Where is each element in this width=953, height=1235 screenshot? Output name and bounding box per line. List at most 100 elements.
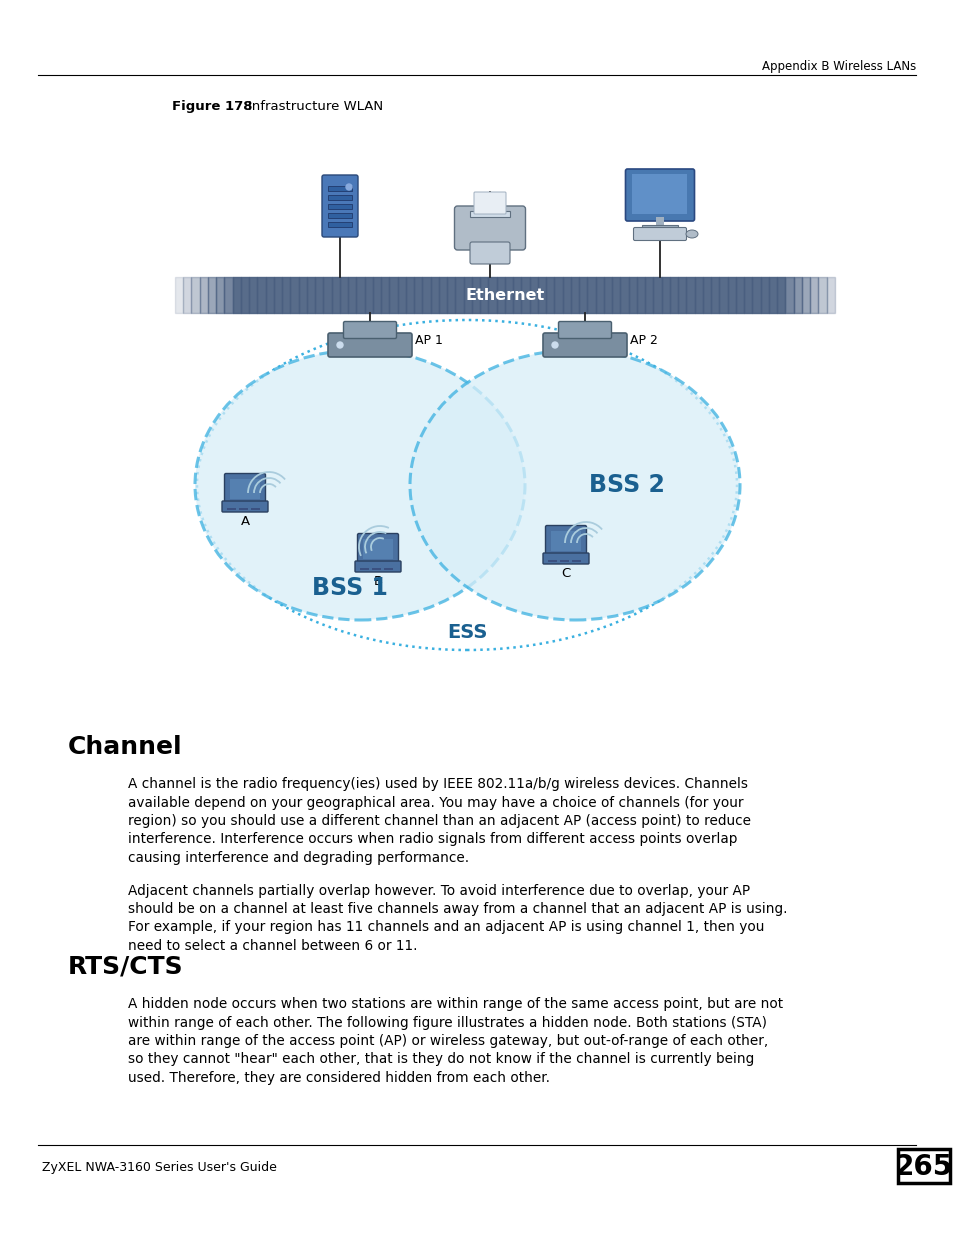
Bar bbox=[653, 277, 661, 312]
Bar bbox=[768, 277, 777, 312]
Text: A: A bbox=[240, 515, 250, 529]
Bar bbox=[251, 508, 260, 510]
Bar bbox=[328, 222, 352, 227]
Bar bbox=[760, 277, 768, 312]
Bar bbox=[328, 212, 352, 219]
Text: AP 2: AP 2 bbox=[629, 335, 658, 347]
Bar bbox=[257, 277, 266, 312]
Bar bbox=[694, 277, 702, 312]
Bar bbox=[230, 479, 260, 499]
Bar bbox=[323, 277, 332, 312]
FancyBboxPatch shape bbox=[542, 553, 588, 564]
Bar bbox=[719, 277, 727, 312]
Bar bbox=[266, 277, 274, 312]
Text: interference. Interference occurs when radio signals from different access point: interference. Interference occurs when r… bbox=[128, 832, 737, 846]
Text: within range of each other. The following figure illustrates a hidden node. Both: within range of each other. The followin… bbox=[128, 1015, 766, 1030]
Bar bbox=[551, 531, 580, 551]
Bar bbox=[356, 277, 364, 312]
Bar bbox=[372, 568, 380, 571]
Bar bbox=[479, 277, 488, 312]
Bar bbox=[233, 277, 241, 312]
Bar bbox=[801, 277, 809, 312]
Bar bbox=[711, 277, 719, 312]
Bar bbox=[192, 277, 199, 312]
Text: causing interference and degrading performance.: causing interference and degrading perfo… bbox=[128, 851, 469, 864]
Bar bbox=[559, 559, 568, 562]
FancyBboxPatch shape bbox=[470, 242, 510, 264]
Bar bbox=[472, 277, 479, 312]
Text: For example, if your region has 11 channels and an adjacent AP is using channel : For example, if your region has 11 chann… bbox=[128, 920, 763, 935]
Bar bbox=[359, 568, 369, 571]
Bar bbox=[587, 277, 595, 312]
Bar bbox=[463, 277, 472, 312]
Text: should be on a channel at least five channels away from a channel that an adjace: should be on a channel at least five cha… bbox=[128, 902, 786, 916]
FancyBboxPatch shape bbox=[625, 169, 694, 221]
Bar bbox=[572, 559, 580, 562]
Bar bbox=[241, 277, 249, 312]
Bar bbox=[422, 277, 431, 312]
Bar bbox=[348, 277, 356, 312]
Text: Figure 178: Figure 178 bbox=[172, 100, 253, 112]
FancyBboxPatch shape bbox=[357, 534, 398, 564]
FancyBboxPatch shape bbox=[222, 501, 268, 513]
Text: AP 1: AP 1 bbox=[415, 335, 442, 347]
Bar bbox=[818, 277, 826, 312]
Bar bbox=[777, 277, 784, 312]
Bar bbox=[661, 277, 669, 312]
Bar bbox=[513, 277, 521, 312]
Bar bbox=[314, 277, 323, 312]
Text: available depend on your geographical area. You may have a choice of channels (f: available depend on your geographical ar… bbox=[128, 795, 742, 809]
Bar bbox=[274, 277, 282, 312]
Bar bbox=[431, 277, 438, 312]
Circle shape bbox=[346, 184, 352, 190]
Ellipse shape bbox=[685, 230, 698, 238]
Text: used. Therefore, they are considered hidden from each other.: used. Therefore, they are considered hid… bbox=[128, 1071, 550, 1086]
Bar bbox=[702, 277, 711, 312]
Bar bbox=[628, 277, 637, 312]
Circle shape bbox=[336, 342, 343, 348]
FancyBboxPatch shape bbox=[474, 191, 505, 214]
Bar bbox=[669, 277, 678, 312]
Bar bbox=[227, 508, 235, 510]
Bar bbox=[612, 277, 619, 312]
Bar bbox=[603, 277, 612, 312]
Bar bbox=[373, 277, 381, 312]
Bar bbox=[183, 277, 192, 312]
Bar bbox=[546, 277, 554, 312]
Text: so they cannot "hear" each other, that is they do not know if the channel is cur: so they cannot "hear" each other, that i… bbox=[128, 1052, 754, 1067]
FancyBboxPatch shape bbox=[328, 333, 412, 357]
Text: B: B bbox=[373, 576, 382, 588]
Bar bbox=[208, 277, 216, 312]
Bar bbox=[224, 277, 233, 312]
Bar bbox=[291, 277, 298, 312]
Bar bbox=[578, 277, 587, 312]
Bar bbox=[497, 277, 504, 312]
FancyBboxPatch shape bbox=[454, 206, 525, 249]
Bar bbox=[793, 277, 801, 312]
Text: Adjacent channels partially overlap however. To avoid interference due to overla: Adjacent channels partially overlap howe… bbox=[128, 883, 749, 898]
Bar bbox=[239, 508, 248, 510]
Bar bbox=[632, 174, 687, 214]
Ellipse shape bbox=[194, 350, 524, 620]
FancyBboxPatch shape bbox=[545, 526, 586, 557]
Text: A channel is the radio frequency(ies) used by IEEE 802.11a/b/g wireless devices.: A channel is the radio frequency(ies) us… bbox=[128, 777, 747, 790]
Text: Infrastructure WLAN: Infrastructure WLAN bbox=[248, 100, 383, 112]
Bar bbox=[470, 211, 510, 217]
Bar bbox=[784, 277, 793, 312]
Bar bbox=[389, 277, 397, 312]
Bar bbox=[414, 277, 422, 312]
Bar bbox=[298, 277, 307, 312]
Bar bbox=[644, 277, 653, 312]
Bar bbox=[328, 204, 352, 209]
Bar bbox=[571, 277, 578, 312]
Bar bbox=[637, 277, 644, 312]
Bar bbox=[826, 277, 834, 312]
Bar bbox=[397, 277, 406, 312]
Text: C: C bbox=[560, 567, 570, 580]
Bar bbox=[727, 277, 735, 312]
Bar bbox=[455, 277, 463, 312]
Bar bbox=[307, 277, 314, 312]
Text: ZyXEL NWA-3160 Series User's Guide: ZyXEL NWA-3160 Series User's Guide bbox=[42, 1161, 276, 1173]
Bar bbox=[488, 277, 497, 312]
Bar bbox=[595, 277, 603, 312]
